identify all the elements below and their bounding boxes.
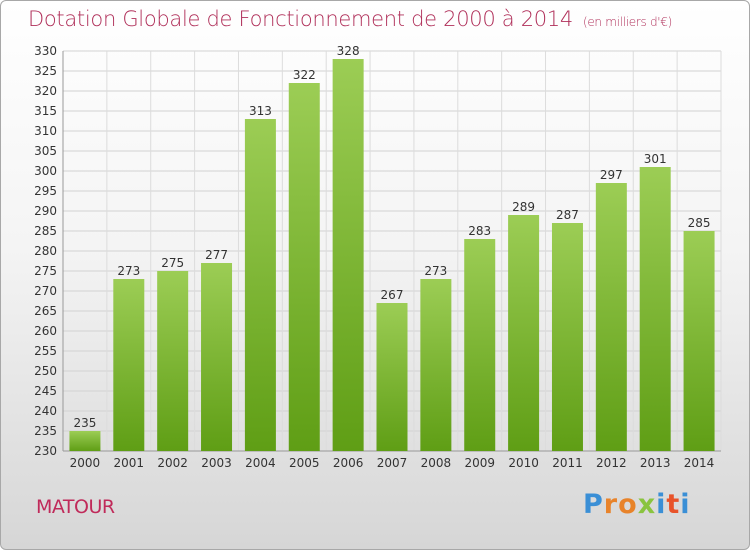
logo-letter: x [637,489,657,520]
bar-2008 [420,279,452,451]
y-tick-label: 305 [34,144,57,158]
value-label: 301 [644,152,667,166]
value-label: 289 [512,200,535,214]
value-label: 322 [293,68,316,82]
value-labels: 235 273 275 277 313 322 328 267 273 283 289 287 297 3… [73,44,710,430]
value-label: 277 [205,248,228,262]
y-tick-label: 260 [34,324,57,338]
y-tick-label: 310 [34,124,57,138]
y-tick-label: 285 [34,224,57,238]
bar-2005 [288,83,320,451]
logo-letter: r [603,489,619,520]
y-tick-label: 275 [34,264,57,278]
bar-2003 [201,263,233,451]
bars [69,59,715,451]
x-tick-label: 2008 [421,456,452,470]
x-tick-label: 2014 [684,456,715,470]
value-label: 328 [337,44,360,58]
y-tick-label: 245 [34,384,57,398]
y-tick-label: 250 [34,364,57,378]
x-tick-labels: 2000 2001 2002 2003 2004 2005 2006 2007 2008 2009… [70,456,715,470]
x-tick-label: 2012 [596,456,627,470]
bar-2004 [244,119,276,451]
bar-2011 [551,223,583,451]
bar-2007 [376,303,408,451]
y-tick-label: 315 [34,104,57,118]
y-tick-label: 325 [34,64,57,78]
value-label: 287 [556,208,579,222]
x-tick-label: 2001 [114,456,145,470]
value-label: 267 [381,288,404,302]
bar-2012 [595,183,627,451]
x-tick-label: 2004 [245,456,276,470]
y-tick-label: 235 [34,424,57,438]
logo-letter: P [583,489,604,520]
logo-letter: o [618,489,638,520]
bar-2000 [69,431,101,451]
chart-title-text: Dotation Globale de Fonctionnement de 20… [28,7,573,31]
x-tick-label: 2000 [70,456,101,470]
x-tick-label: 2003 [201,456,232,470]
x-tick-label: 2007 [377,456,408,470]
value-label: 297 [600,168,623,182]
chart-title: Dotation Globale de Fonctionnement de 20… [28,7,672,31]
y-tick-label: 255 [34,344,57,358]
x-tick-label: 2002 [157,456,188,470]
bar-2014 [683,231,715,451]
logo-letter: t [666,489,681,520]
value-label: 275 [161,256,184,270]
y-tick-label: 230 [34,444,57,458]
value-label: 273 [424,264,447,278]
x-tick-label: 2005 [289,456,320,470]
bar-2001 [113,279,145,451]
y-tick-label: 295 [34,184,57,198]
y-tick-label: 270 [34,284,57,298]
x-tick-label: 2011 [552,456,583,470]
y-tick-label: 265 [34,304,57,318]
bar-2002 [157,271,189,451]
y-tick-label: 280 [34,244,57,258]
y-tick-label: 330 [34,44,57,58]
value-label: 273 [117,264,140,278]
logo-letter: i [680,489,691,520]
bar-2010 [508,215,540,451]
y-tick-labels: 230 235 240 245 250 255 260 265 270 275 280 285 290 2… [34,44,57,458]
place-name: MATOUR [36,496,115,518]
bar-2006 [332,59,364,451]
value-label: 285 [688,216,711,230]
y-tick-label: 240 [34,404,57,418]
y-tick-label: 300 [34,164,57,178]
bar-2013 [639,167,671,451]
logo-letter: i [656,489,667,520]
proxiti-logo[interactable]: Proxiti [583,489,691,520]
x-tick-label: 2010 [508,456,539,470]
value-label: 313 [249,104,272,118]
y-tick-label: 320 [34,84,57,98]
x-tick-label: 2013 [640,456,671,470]
x-tick-label: 2009 [464,456,495,470]
y-tick-label: 290 [34,204,57,218]
bar-2009 [464,239,496,451]
chart-units: (en milliers d'€) [582,15,672,29]
value-label: 283 [468,224,491,238]
value-label: 235 [73,416,96,430]
x-tick-label: 2006 [333,456,364,470]
